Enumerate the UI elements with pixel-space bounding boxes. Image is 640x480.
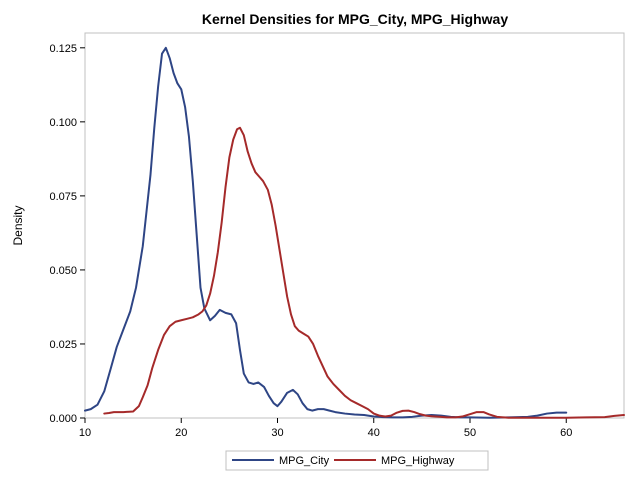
plot-area	[84, 32, 625, 419]
x-tick-label: 60	[560, 427, 572, 439]
chart-title: Kernel Densities for MPG_City, MPG_Highw…	[202, 11, 508, 27]
y-tick-label: 0.100	[49, 117, 77, 129]
x-tick-label: 40	[368, 427, 380, 439]
y-axis: 0.000 0.025 0.050 0.075 0.100 0.125	[49, 43, 85, 425]
x-tick-label: 10	[79, 427, 91, 439]
y-tick-label: 0.050	[49, 265, 77, 277]
y-axis-label: Density	[11, 205, 25, 245]
series-layer	[84, 46, 625, 419]
legend-label: MPG_City	[279, 455, 330, 467]
legend-label: MPG_Highway	[381, 455, 455, 467]
y-tick-label: 0.025	[49, 339, 77, 351]
legend: MPG_City MPG_Highway	[225, 450, 489, 471]
x-axis: 10 20 30 40 50 60	[79, 418, 572, 439]
y-tick-label: 0.000	[49, 413, 77, 425]
x-tick-label: 20	[175, 427, 187, 439]
y-tick-label: 0.075	[49, 191, 77, 203]
x-tick-label: 50	[464, 427, 476, 439]
x-tick-label: 30	[271, 427, 283, 439]
series-line-mpg-highway	[103, 126, 625, 419]
y-tick-label: 0.125	[49, 43, 77, 55]
